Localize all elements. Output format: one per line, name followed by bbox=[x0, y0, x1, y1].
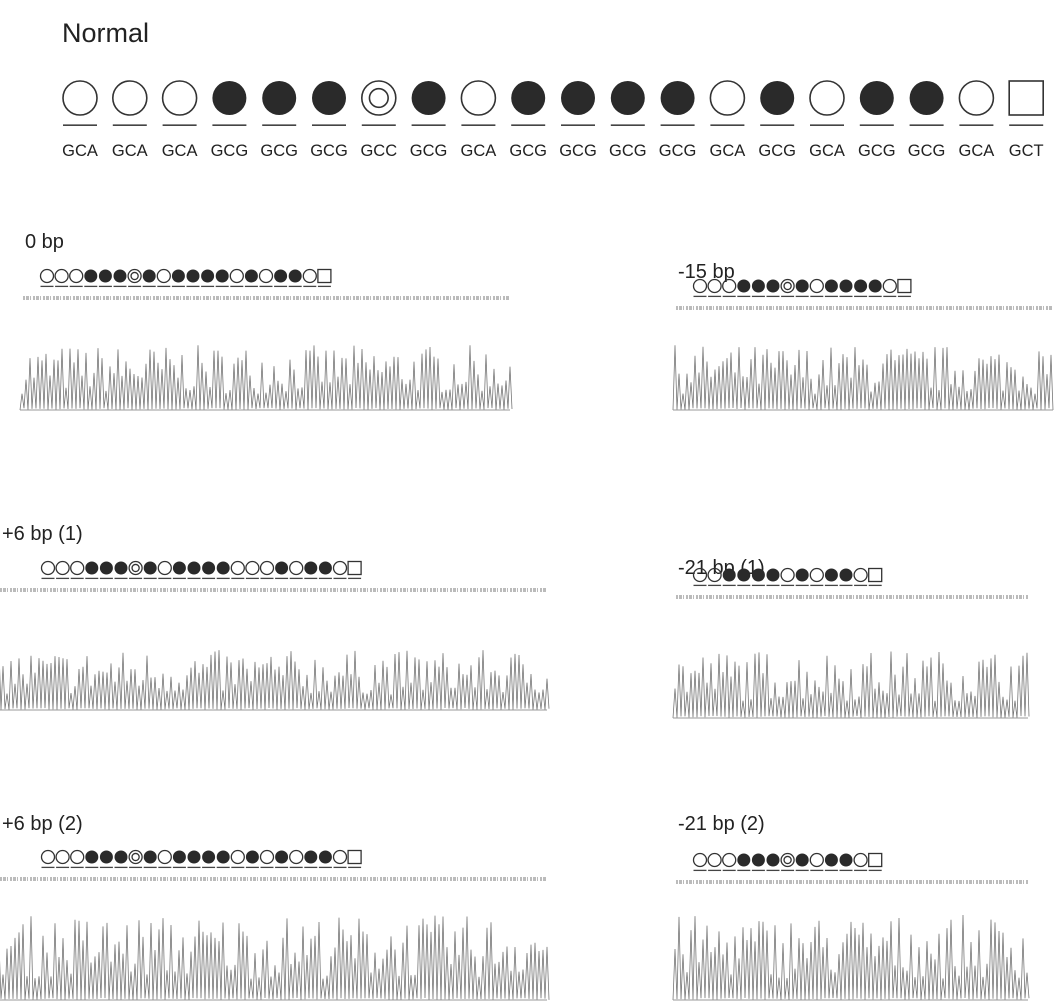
codon-filled bbox=[825, 280, 838, 293]
codon: GCA bbox=[809, 142, 845, 160]
codon-filled bbox=[860, 81, 894, 115]
codon-filled bbox=[143, 270, 156, 283]
codon-filled bbox=[202, 851, 215, 864]
codon-filled bbox=[188, 562, 201, 575]
codon-filled bbox=[840, 854, 853, 867]
panel-label: -21 bp (2) bbox=[678, 813, 765, 835]
codon-filled bbox=[840, 569, 853, 582]
codon-filled bbox=[246, 851, 259, 864]
codon-filled bbox=[289, 270, 302, 283]
codon-filled bbox=[825, 854, 838, 867]
codon: GCG bbox=[559, 142, 597, 160]
codon-filled bbox=[760, 81, 794, 115]
codon-filled bbox=[840, 280, 853, 293]
codon-filled bbox=[737, 280, 750, 293]
codon-filled bbox=[854, 280, 867, 293]
codon-filled bbox=[561, 81, 595, 115]
codon-filled bbox=[173, 562, 186, 575]
codon-filled bbox=[752, 569, 765, 582]
codon-filled bbox=[796, 854, 809, 867]
codon-filled bbox=[304, 562, 317, 575]
codon-filled bbox=[212, 81, 246, 115]
codon-filled bbox=[796, 569, 809, 582]
codon: GCT bbox=[1009, 142, 1044, 160]
codon: GCG bbox=[211, 142, 249, 160]
codon-filled bbox=[825, 569, 838, 582]
codon-filled bbox=[115, 562, 128, 575]
codon-filled bbox=[100, 562, 113, 575]
codon: GCA bbox=[162, 142, 198, 160]
codon: GCG bbox=[908, 142, 946, 160]
codon-filled bbox=[661, 81, 695, 115]
codon: GCG bbox=[609, 142, 647, 160]
codon: GCA bbox=[112, 142, 148, 160]
codon-filled bbox=[216, 270, 229, 283]
codon-filled bbox=[767, 569, 780, 582]
codon-filled bbox=[202, 562, 215, 575]
codon: GCA bbox=[461, 142, 497, 160]
codon-filled bbox=[85, 562, 98, 575]
panel-label: +6 bp (2) bbox=[2, 813, 83, 835]
codon-filled bbox=[752, 854, 765, 867]
codon-filled bbox=[144, 562, 157, 575]
codon-filled bbox=[173, 851, 186, 864]
codon-filled bbox=[511, 81, 545, 115]
codon: GCG bbox=[410, 142, 448, 160]
codon-filled bbox=[412, 81, 446, 115]
codon-filled bbox=[752, 280, 765, 293]
codon-filled bbox=[100, 851, 113, 864]
codon-filled bbox=[274, 270, 287, 283]
codon-filled bbox=[910, 81, 944, 115]
codon-filled bbox=[115, 851, 128, 864]
codon-filled bbox=[172, 270, 185, 283]
codon-filled bbox=[217, 562, 230, 575]
codon-filled bbox=[245, 270, 258, 283]
codon-filled bbox=[217, 851, 230, 864]
codon-filled bbox=[262, 81, 296, 115]
codon-filled bbox=[201, 270, 214, 283]
codon: GCG bbox=[260, 142, 298, 160]
codon-filled bbox=[723, 569, 736, 582]
codon-filled bbox=[767, 280, 780, 293]
codon-filled bbox=[144, 851, 157, 864]
codon-filled bbox=[319, 562, 332, 575]
codon-filled bbox=[737, 854, 750, 867]
codon: GCA bbox=[710, 142, 746, 160]
codon-filled bbox=[304, 851, 317, 864]
codon: GCG bbox=[758, 142, 796, 160]
codon-filled bbox=[737, 569, 750, 582]
codon-filled bbox=[84, 270, 97, 283]
codon-filled bbox=[187, 270, 200, 283]
codon-filled bbox=[275, 851, 288, 864]
codon-filled bbox=[319, 851, 332, 864]
codon-filled bbox=[312, 81, 346, 115]
codon: GCG bbox=[509, 142, 547, 160]
panel-label: +6 bp (1) bbox=[2, 523, 83, 545]
codon: GCA bbox=[959, 142, 995, 160]
codon-filled bbox=[796, 280, 809, 293]
codon-filled bbox=[114, 270, 127, 283]
codon: GCC bbox=[360, 142, 397, 160]
codon-filled bbox=[611, 81, 645, 115]
codon-filled bbox=[188, 851, 201, 864]
title: Normal bbox=[62, 18, 149, 48]
codon-filled bbox=[869, 280, 882, 293]
codon-filled bbox=[99, 270, 112, 283]
codon-filled bbox=[767, 854, 780, 867]
codon: GCG bbox=[659, 142, 697, 160]
codon: GCG bbox=[858, 142, 896, 160]
codon: GCA bbox=[62, 142, 98, 160]
codon: GCG bbox=[310, 142, 348, 160]
codon-filled bbox=[275, 562, 288, 575]
panel-label: 0 bp bbox=[25, 231, 64, 253]
codon-filled bbox=[85, 851, 98, 864]
figure: Normal GCA GCA GCA GCG GCG GCG GCC GCG GCA GCG GCG… bbox=[0, 0, 1064, 1007]
